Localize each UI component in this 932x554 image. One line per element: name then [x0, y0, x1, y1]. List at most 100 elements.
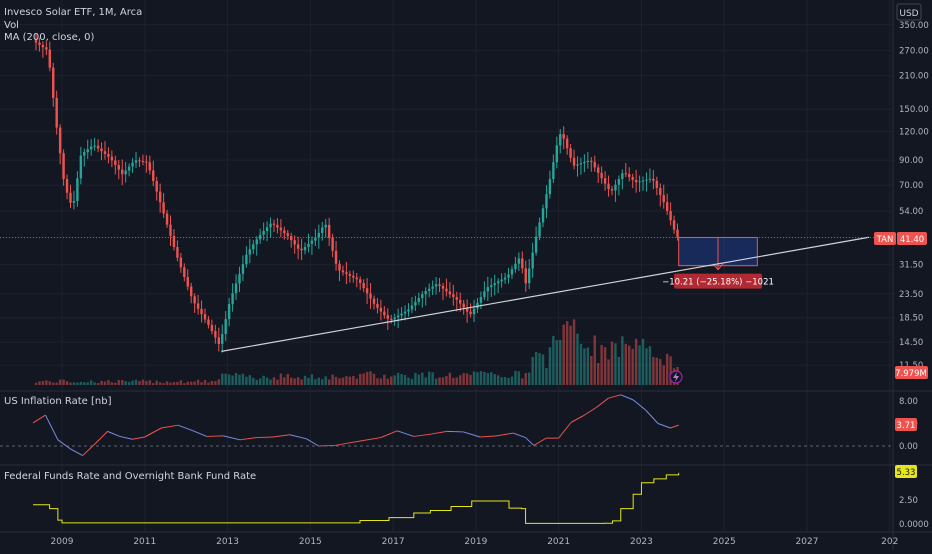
volume-bar	[310, 374, 314, 385]
inflation-segment	[558, 422, 572, 439]
candle-body	[210, 324, 214, 332]
volume-bar	[93, 382, 96, 385]
time-axis-label: 2017	[382, 537, 405, 547]
time-axis-label: 202	[881, 537, 898, 547]
volume-bar	[490, 372, 493, 385]
volume-bar	[386, 378, 390, 385]
volume-bar	[189, 381, 193, 385]
flash-icon[interactable]	[669, 370, 683, 384]
inflation-segment	[94, 431, 108, 445]
volume-bar	[55, 382, 58, 385]
volume-bar	[221, 373, 224, 385]
inflation-line	[32, 394, 679, 457]
volume-legend: Vol	[4, 20, 19, 31]
candle-body	[234, 283, 238, 294]
volume-bar	[152, 383, 155, 385]
volume-bar	[472, 371, 476, 385]
candle-body	[331, 237, 334, 251]
candle-body	[200, 308, 203, 315]
volume-bar	[493, 374, 496, 385]
candle-body	[79, 155, 83, 179]
inflation-segment	[132, 436, 145, 440]
candle-body	[300, 248, 303, 251]
volume-bar	[555, 340, 559, 385]
volume-bar	[362, 373, 365, 385]
trendline[interactable]	[221, 236, 870, 352]
volume-bar	[114, 382, 117, 385]
volume-bar	[590, 356, 593, 385]
volume-bar	[76, 382, 79, 385]
candle-body	[117, 165, 120, 170]
candle-body	[641, 180, 645, 182]
volume-bar	[217, 379, 221, 385]
volume-bars	[34, 319, 679, 385]
candle-body	[445, 288, 448, 292]
volume-bar	[327, 379, 331, 385]
inflation-segment	[223, 435, 241, 441]
candle-body	[145, 161, 148, 163]
volume-bar	[245, 376, 248, 385]
price-axis-label: 350.00	[899, 21, 929, 31]
volume-bar	[445, 375, 448, 385]
candle-body	[83, 152, 86, 156]
candle-body	[279, 227, 283, 231]
candle-body	[114, 160, 117, 166]
candle-body	[283, 230, 286, 234]
candle-body	[224, 319, 227, 335]
candle-body	[65, 178, 69, 193]
candle-body	[265, 227, 269, 232]
volume-bar	[634, 338, 638, 385]
volume-bar	[34, 382, 38, 385]
currency-button[interactable]: USD	[899, 9, 918, 19]
candle-body	[352, 275, 355, 278]
price-axis[interactable]: 350.00 270.00 210.00 150.00 120.00 90.00 70.00…	[899, 21, 929, 371]
measure-arrow-head	[712, 263, 724, 271]
volume-bar	[648, 346, 652, 385]
candle-body	[507, 274, 510, 278]
volume-bar	[110, 382, 114, 385]
volume-bar	[438, 377, 441, 385]
inflation-segment	[413, 433, 431, 437]
volume-bar	[376, 378, 379, 385]
volume-bar	[524, 373, 527, 385]
volume-bar	[307, 377, 310, 385]
volume-bar	[624, 343, 627, 385]
volume-bar	[665, 353, 669, 385]
volume-bar	[441, 377, 445, 385]
volume-bar	[238, 374, 241, 385]
volume-bar	[107, 380, 110, 385]
candle-body	[358, 279, 362, 283]
volume-bar	[269, 379, 272, 385]
volume-bar	[383, 374, 386, 385]
candle-body	[162, 202, 165, 214]
candle-body	[58, 127, 62, 154]
currency-button-bg[interactable]	[896, 3, 922, 21]
candle-body	[417, 298, 421, 302]
candle-body	[576, 164, 579, 166]
candle-body	[524, 268, 527, 284]
volume-bar	[600, 344, 603, 385]
price-axis-label: 120.00	[899, 127, 929, 137]
volume-bar	[290, 377, 293, 385]
candle-body	[469, 311, 472, 315]
candle-body	[503, 277, 507, 280]
volume-bar	[83, 382, 86, 385]
candle-body	[321, 227, 324, 233]
inflation-segment	[190, 429, 208, 437]
candle-body	[189, 286, 193, 297]
volume-bar	[483, 371, 486, 385]
volume-bar	[169, 382, 172, 385]
candle-body	[617, 178, 621, 185]
candle-body	[100, 148, 103, 152]
volume-bar	[252, 377, 255, 385]
inflation-segment	[347, 439, 365, 444]
inflation-segment	[107, 430, 121, 437]
measure-tool[interactable]: −10.21 (−25.18%) −1021	[662, 236, 774, 289]
candle-body	[248, 249, 252, 255]
volume-bar	[365, 371, 369, 385]
candle-body	[107, 153, 110, 157]
inflation-segment	[119, 435, 133, 440]
time-axis[interactable]: 2009 2011 2013 2015 2017 2019 2021 2023 2025 2027…	[51, 537, 899, 547]
candle-body	[452, 294, 455, 298]
